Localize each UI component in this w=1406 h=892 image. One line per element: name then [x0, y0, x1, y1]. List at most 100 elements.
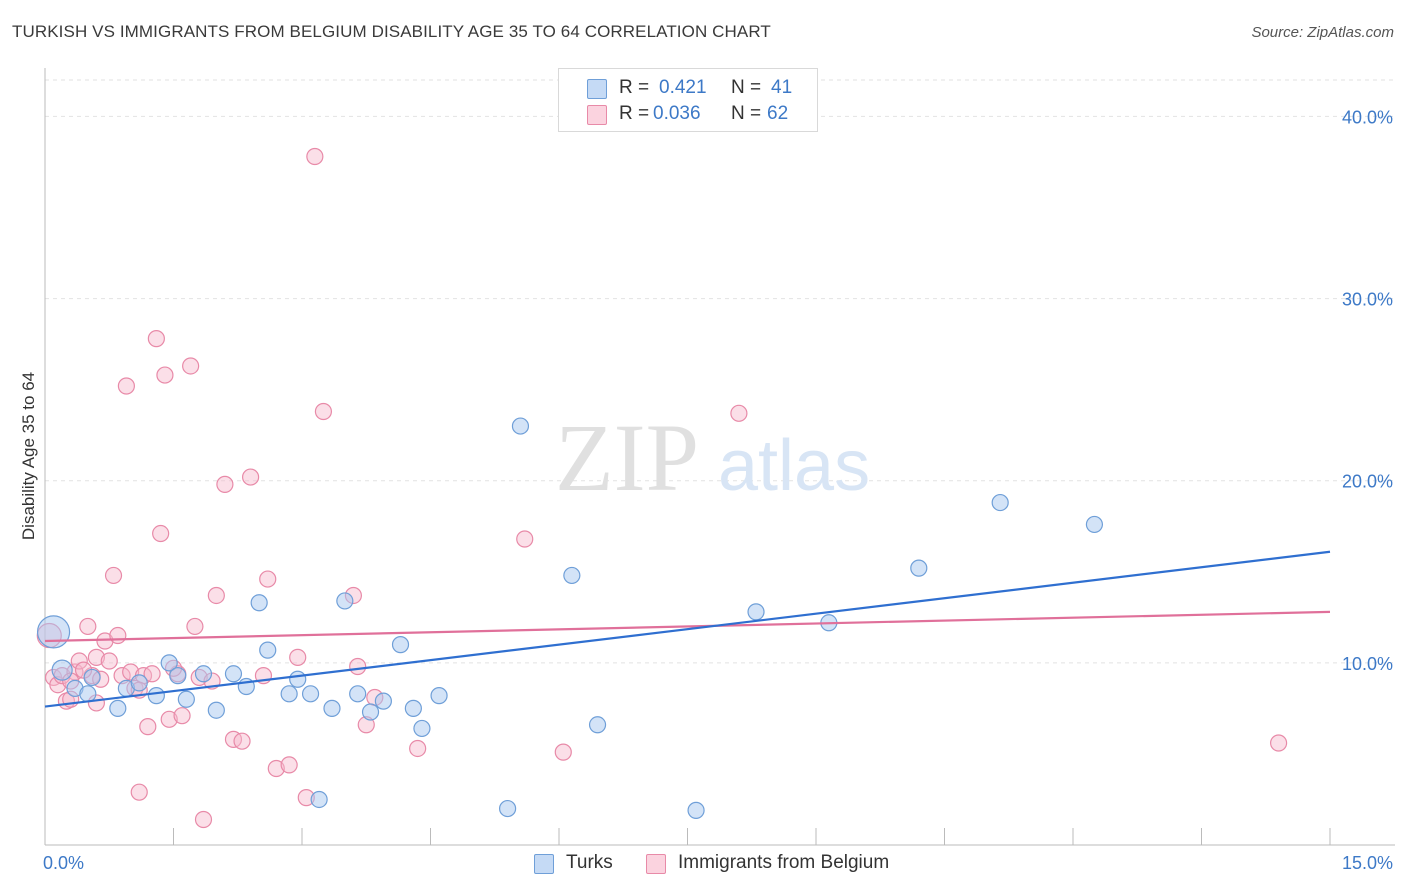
belgium-legend-label: Immigrants from Belgium	[678, 852, 890, 873]
chart-title: TURKISH VS IMMIGRANTS FROM BELGIUM DISAB…	[12, 22, 771, 41]
y-tick-label: 20.0%	[1342, 472, 1393, 492]
turks-point	[910, 559, 928, 577]
turks-point	[36, 615, 71, 649]
belgium-point	[194, 810, 213, 829]
turks-trend-line	[44, 550, 1331, 708]
turks-point	[259, 641, 277, 659]
belgium-point	[349, 657, 367, 676]
legend-swatch-turks	[587, 79, 607, 99]
belgium-point	[224, 730, 243, 748]
belgium-point	[147, 330, 165, 348]
turks-point	[194, 665, 213, 683]
belgium-point	[79, 617, 97, 636]
turks-point	[430, 687, 448, 705]
legend-r-value: 0.036	[653, 103, 701, 124]
trend-lines	[44, 550, 1331, 708]
belgium-point	[109, 626, 127, 645]
legend-n-label: N =	[731, 77, 762, 98]
turks-point	[991, 493, 1009, 512]
turks-point	[177, 690, 195, 708]
turks-point	[563, 566, 581, 585]
legend-r-label: R =	[619, 77, 650, 98]
watermark-atlas: atlas	[718, 426, 870, 506]
belgium-point	[96, 632, 114, 650]
turks-point	[109, 699, 127, 717]
turks-point	[51, 659, 73, 681]
turks-point	[301, 685, 320, 703]
belgium-point	[156, 366, 174, 384]
belgium-trend-line	[44, 610, 1331, 643]
turks-point	[147, 687, 165, 705]
belgium-point	[139, 718, 157, 736]
turks-point	[336, 592, 354, 610]
belgium-point	[289, 648, 307, 666]
x-tick-label: 0.0%	[43, 853, 84, 873]
turks-point	[207, 701, 225, 719]
belgium-point	[280, 756, 298, 774]
belgium-point	[130, 783, 148, 801]
turks-point	[404, 699, 422, 717]
turks-point	[588, 716, 607, 734]
belgium-point	[409, 739, 427, 758]
axes	[44, 68, 1395, 846]
turks-point	[310, 790, 328, 809]
turks-swatch	[534, 854, 554, 874]
turks-point	[280, 685, 298, 703]
y-tick-label: 10.0%	[1342, 654, 1393, 674]
belgium-point	[152, 524, 170, 543]
turks-point	[413, 719, 431, 738]
turks-point	[349, 685, 367, 703]
turks-point	[169, 667, 187, 685]
belgium-swatch	[646, 854, 666, 874]
turks-point	[83, 668, 101, 687]
belgium-point	[516, 530, 534, 548]
turks-point	[511, 417, 530, 435]
watermark-zip: ZIP	[555, 404, 699, 511]
legend-r-label: R =	[619, 103, 650, 124]
belgium-point	[100, 652, 118, 670]
correlation-legend: R = 0.421 N = 41 R = 0.036 N = 62	[558, 68, 818, 132]
belgium-point	[143, 665, 161, 683]
belgium-point	[554, 743, 572, 761]
legend-n-label: N =	[731, 103, 762, 124]
belgium-point	[70, 652, 88, 670]
turks-point	[323, 699, 341, 717]
turks-point	[79, 685, 97, 703]
belgium-point	[242, 468, 260, 486]
belgium-point	[216, 475, 234, 493]
grid-lines	[45, 79, 1395, 664]
turks-point	[130, 674, 148, 692]
belgium-point	[730, 404, 748, 422]
turks-point	[361, 703, 380, 721]
turks-point	[289, 670, 307, 688]
belgium-point	[186, 617, 204, 636]
belgium-point	[173, 707, 191, 725]
y-tick-label: 40.0%	[1342, 107, 1393, 127]
y-tick-label: 30.0%	[1342, 290, 1393, 310]
legend-swatch-belgium	[587, 105, 607, 125]
x-tick-label: 15.0%	[1342, 853, 1393, 873]
turks-point	[687, 801, 705, 819]
belgium-point	[87, 648, 106, 666]
legend-row-belgium: R = 0.036 N = 62	[559, 101, 817, 127]
watermark: ZIP atlas	[555, 404, 870, 511]
turks-point	[1085, 515, 1104, 534]
turks-point	[374, 692, 392, 710]
y-axis-label: Disability Age 35 to 64	[19, 372, 38, 540]
turks-point	[747, 603, 765, 621]
turks-legend-label: Turks	[566, 852, 613, 873]
belgium-point	[207, 586, 225, 605]
belgium-point	[259, 570, 277, 588]
belgium-point	[117, 377, 135, 395]
belgium-point	[182, 357, 200, 375]
turks-point	[499, 799, 517, 818]
belgium-point	[306, 147, 324, 166]
belgium-point	[314, 402, 333, 421]
source-label: Source: ZipAtlas.com	[1251, 24, 1394, 41]
belgium-point	[1269, 734, 1288, 752]
legend-row-turks: R = 0.421 N = 41	[559, 75, 817, 101]
belgium-point	[233, 732, 251, 750]
turks-point	[391, 636, 410, 654]
belgium-point	[104, 566, 123, 585]
